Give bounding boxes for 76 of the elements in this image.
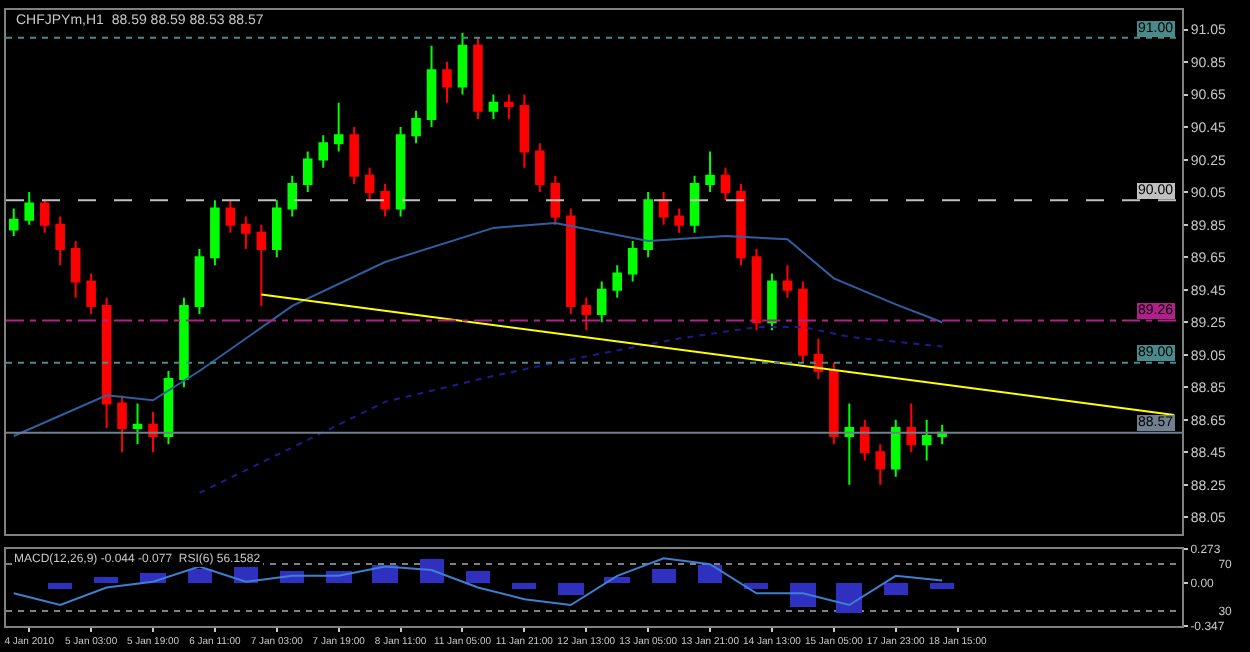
candlestick [813,337,824,381]
bar [744,583,768,589]
candlestick [890,418,901,478]
candlestick [256,223,267,307]
candlestick [550,174,561,226]
candlestick [829,361,839,446]
candlestick [751,248,762,332]
bar [652,569,676,583]
candlestick [566,207,576,316]
candlestick [674,207,684,234]
bar [512,583,536,589]
candlestick [875,443,886,486]
bar [698,565,722,583]
candlestick [55,215,65,267]
candlestick [442,61,452,104]
candlestick [658,191,669,226]
candlestick [117,394,127,454]
candlestick [24,191,34,226]
candlestick [287,174,298,218]
candlestick [8,207,19,238]
candlestick [643,191,653,259]
candlestick [395,126,406,218]
candlestick [488,93,499,120]
candlestick [39,199,50,234]
candlestick [70,239,81,299]
candlestick [225,199,236,234]
candlestick [581,296,592,332]
candlestick [349,126,359,185]
bar [48,583,72,589]
bar [188,569,212,583]
candlestick [210,199,220,267]
candlestick [906,402,916,454]
candlestick [860,418,870,462]
candlestick [519,93,530,169]
candlestick [241,215,251,251]
bar [558,583,584,595]
candlestick [473,36,483,120]
candlestick [364,166,375,202]
bar [94,577,118,583]
bar [930,583,954,589]
candlestick [612,264,622,299]
candlestick [426,44,437,129]
bar [836,583,862,613]
candlestick [798,280,808,364]
candlestick [132,402,143,446]
candlestick [194,248,205,316]
candlestick [627,239,638,283]
candlestick [535,142,545,194]
candlestick [86,272,96,316]
bar [884,583,908,595]
candlestick [504,93,514,120]
candlestick [272,199,282,259]
candlestick [380,183,390,218]
candlestick [705,150,715,194]
candlestick [596,280,607,324]
candlestick [921,418,932,462]
bar [790,583,816,607]
candlestick [844,402,855,486]
candlestick [457,31,468,96]
candlestick [318,134,328,169]
line-series [12,557,944,606]
candlestick [767,272,777,332]
candlestick [333,101,344,153]
candlestick [782,264,793,299]
candlestick [736,183,746,267]
candlestick [179,296,189,389]
candlestick [411,109,421,145]
line-series [198,326,944,494]
candlestick [689,174,700,234]
line-series [12,222,944,438]
bar [466,571,490,583]
candlestick [720,166,731,202]
candlestick [101,296,112,429]
candlestick [302,150,313,194]
bar [420,559,444,583]
candlestick [148,410,158,454]
